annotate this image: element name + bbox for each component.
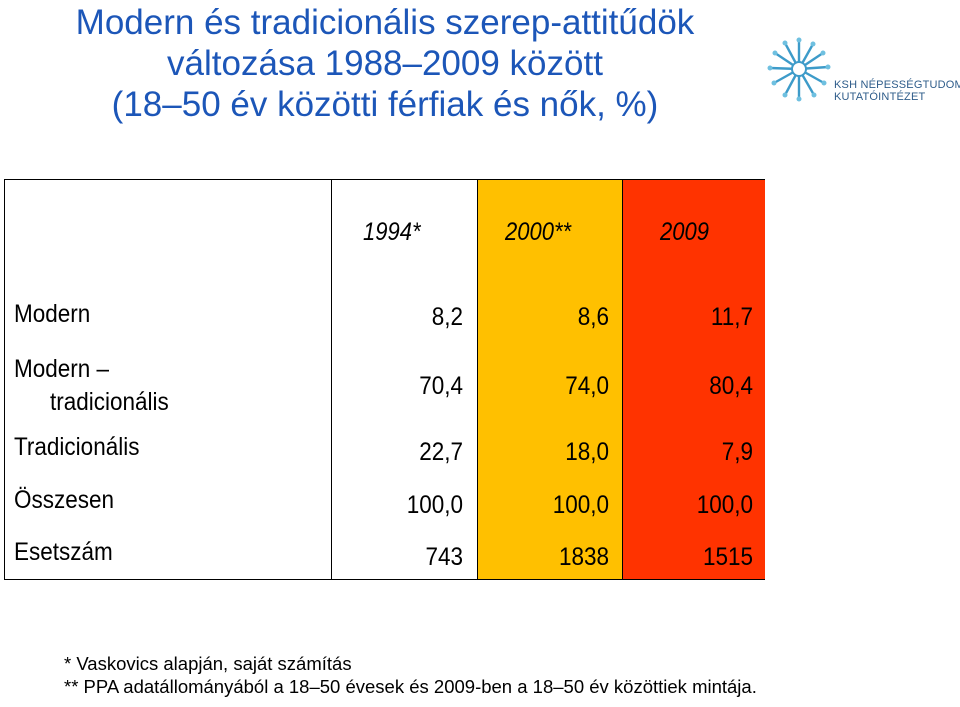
title-line-2: változása 1988–2009 között — [167, 44, 603, 83]
title-line-3: (18–50 év közötti férfiak és nők, %) — [111, 85, 659, 124]
column-2000-background — [477, 180, 623, 579]
cell-osszesen-2000: 100,0 — [552, 491, 609, 519]
footnote-2: ** PPA adatállományából a 18–50 évesek é… — [64, 676, 757, 697]
row-label-modern-tradicionalis-line1: Modern – — [14, 355, 110, 383]
row-label-esetszam: Esetszám — [14, 538, 113, 567]
cell-modern-2000: 8,6 — [577, 303, 609, 331]
row-label-tradicionalis: Tradicionális — [14, 433, 139, 462]
cell-osszesen-2009: 100,0 — [696, 491, 753, 519]
row-label-modern: Modern — [14, 300, 90, 329]
footnotes: * Vaskovics alapján, saját számítás ** P… — [64, 652, 757, 698]
header-2000: 2000** — [505, 218, 572, 246]
cell-esetszam-2000: 1838 — [558, 543, 609, 571]
cell-modern-tradicionalis-2000: 74,0 — [565, 372, 609, 400]
row-label-modern-text: Modern — [14, 300, 91, 328]
slide-title: Modern és tradicionális szerep-attitűdök… — [40, 2, 730, 125]
row-label-osszesen: Összesen — [14, 486, 114, 515]
row-label-modern-tradicionalis: Modern – tradicionális — [14, 353, 169, 419]
logo-text: KSH NÉPESSÉGTUDOMÁNYI KUTATÓINTÉZET — [834, 79, 960, 103]
cell-tradicionalis-2009: 7,9 — [721, 438, 753, 466]
logo-line-1: KSH NÉPESSÉGTUDOMÁNYI — [834, 79, 960, 91]
row-label-esetszam-text: Esetszám — [14, 538, 113, 566]
cell-modern-1994: 8,2 — [431, 303, 463, 331]
cell-tradicionalis-1994: 22,7 — [419, 438, 463, 466]
cell-modern-tradicionalis-1994: 70,4 — [419, 372, 463, 400]
column-1994-background — [331, 180, 478, 579]
cell-tradicionalis-2000: 18,0 — [565, 438, 609, 466]
row-label-osszesen-text: Összesen — [14, 486, 115, 514]
title-line-1: Modern és tradicionális szerep-attitűdök — [75, 3, 695, 42]
ksh-logo: KSH NÉPESSÉGTUDOMÁNYI KUTATÓINTÉZET — [766, 36, 960, 106]
data-table: 1994* 2000** 2009 Modern 8,2 8,6 11,7 Mo… — [4, 179, 765, 580]
cell-esetszam-2009: 1515 — [702, 543, 753, 571]
footnote-1: * Vaskovics alapján, saját számítás — [64, 653, 352, 674]
cell-modern-tradicionalis-2009: 80,4 — [709, 372, 753, 400]
header-1994: 1994* — [363, 218, 421, 246]
row-label-modern-tradicionalis-line2: tradicionális — [50, 388, 169, 416]
header-2009: 2009 — [660, 218, 709, 246]
column-2009-background — [622, 180, 765, 579]
ksh-emblem-icon — [767, 37, 831, 102]
row-label-tradicionalis-text: Tradicionális — [14, 433, 140, 461]
logo-line-2: KUTATÓINTÉZET — [834, 91, 926, 103]
cell-osszesen-1994: 100,0 — [406, 491, 463, 519]
cell-esetszam-1994: 743 — [425, 543, 463, 571]
cell-modern-2009: 11,7 — [710, 303, 753, 331]
